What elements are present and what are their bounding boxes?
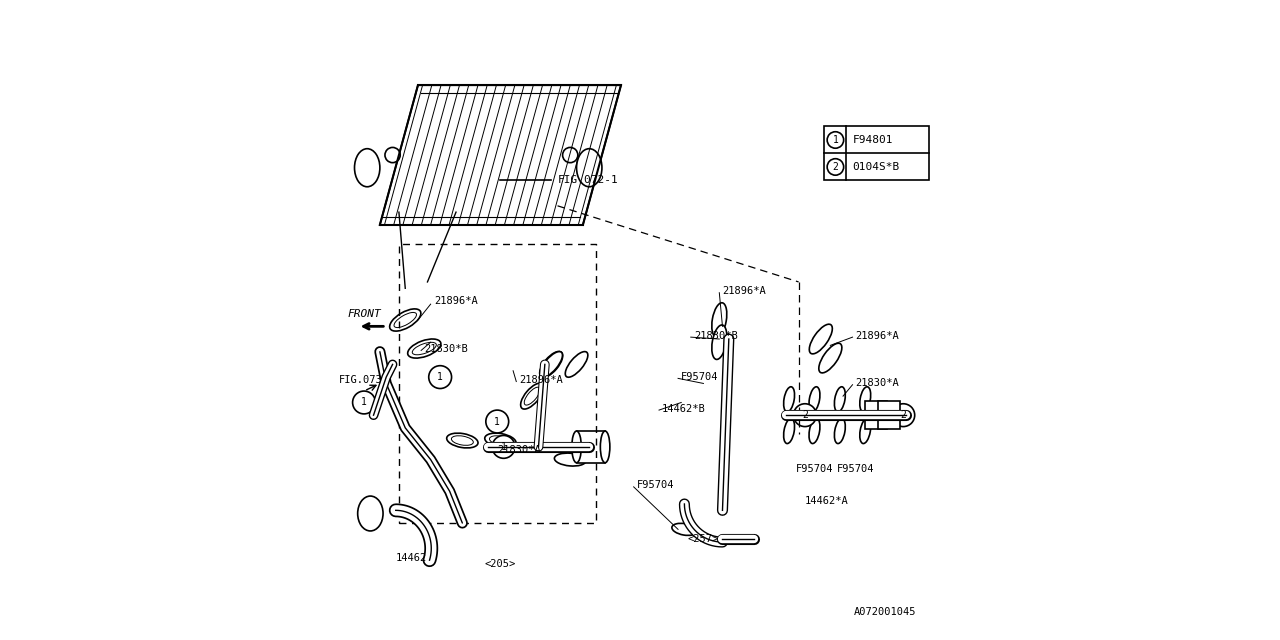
- Ellipse shape: [712, 325, 727, 360]
- Circle shape: [794, 404, 817, 427]
- Circle shape: [827, 159, 844, 175]
- Text: 21896*A: 21896*A: [520, 375, 563, 385]
- Bar: [865, 401, 887, 429]
- Text: A072001045: A072001045: [854, 607, 916, 617]
- Text: F94801: F94801: [852, 135, 893, 145]
- Bar: [878, 401, 900, 429]
- Text: 0104S*B: 0104S*B: [852, 162, 900, 172]
- Ellipse shape: [809, 419, 820, 444]
- Text: F95704: F95704: [795, 464, 833, 474]
- Text: 2: 2: [900, 410, 906, 420]
- Ellipse shape: [540, 351, 563, 378]
- Text: 21830*A: 21830*A: [856, 378, 900, 388]
- Text: 21896*A: 21896*A: [434, 296, 477, 306]
- Circle shape: [563, 147, 577, 163]
- Text: 2: 2: [832, 162, 838, 172]
- Text: 21830*B: 21830*B: [694, 331, 737, 341]
- Circle shape: [385, 147, 401, 163]
- Text: <257>: <257>: [687, 534, 719, 544]
- Bar: [576, 431, 605, 463]
- Text: 21896*A: 21896*A: [856, 331, 900, 341]
- Text: F95704: F95704: [681, 372, 719, 382]
- Ellipse shape: [712, 303, 727, 337]
- Circle shape: [429, 365, 452, 388]
- Ellipse shape: [447, 433, 477, 448]
- Ellipse shape: [554, 453, 586, 466]
- Text: 1: 1: [832, 135, 838, 145]
- Ellipse shape: [819, 343, 842, 373]
- Text: 14462: 14462: [396, 553, 428, 563]
- Circle shape: [827, 132, 844, 148]
- Ellipse shape: [521, 383, 544, 409]
- Ellipse shape: [783, 387, 795, 412]
- Ellipse shape: [572, 431, 581, 463]
- Circle shape: [486, 410, 508, 433]
- Text: 14462*A: 14462*A: [805, 496, 849, 506]
- Circle shape: [352, 391, 375, 414]
- Ellipse shape: [540, 351, 562, 377]
- Ellipse shape: [809, 324, 832, 354]
- Ellipse shape: [835, 419, 845, 444]
- Ellipse shape: [783, 419, 795, 444]
- Text: FRONT: FRONT: [347, 309, 381, 319]
- Ellipse shape: [355, 148, 380, 187]
- Text: 1: 1: [494, 417, 500, 426]
- Ellipse shape: [357, 496, 383, 531]
- Circle shape: [493, 435, 515, 458]
- Text: 14462*B: 14462*B: [662, 404, 707, 414]
- Bar: [824, 127, 929, 180]
- Ellipse shape: [407, 339, 440, 358]
- Circle shape: [892, 404, 915, 427]
- Text: 1: 1: [361, 397, 367, 408]
- Ellipse shape: [600, 431, 609, 463]
- Polygon shape: [380, 85, 621, 225]
- Text: FIG.072-1: FIG.072-1: [558, 175, 618, 186]
- Ellipse shape: [860, 419, 870, 444]
- Ellipse shape: [672, 524, 696, 536]
- Text: 21830*A: 21830*A: [497, 445, 541, 455]
- Text: 2: 2: [803, 410, 808, 420]
- Text: 21896*A: 21896*A: [722, 287, 767, 296]
- Ellipse shape: [860, 387, 870, 412]
- Ellipse shape: [566, 351, 588, 377]
- Ellipse shape: [576, 148, 602, 187]
- Ellipse shape: [809, 387, 820, 412]
- Ellipse shape: [389, 309, 421, 331]
- Ellipse shape: [485, 433, 516, 448]
- Ellipse shape: [835, 387, 845, 412]
- Text: FIG.073: FIG.073: [339, 375, 383, 385]
- Text: F95704: F95704: [837, 464, 874, 474]
- Text: F95704: F95704: [637, 480, 675, 490]
- Text: <205>: <205>: [485, 559, 516, 569]
- Text: 21830*B: 21830*B: [424, 344, 468, 353]
- Text: 1: 1: [438, 372, 443, 382]
- Text: 1: 1: [500, 442, 507, 452]
